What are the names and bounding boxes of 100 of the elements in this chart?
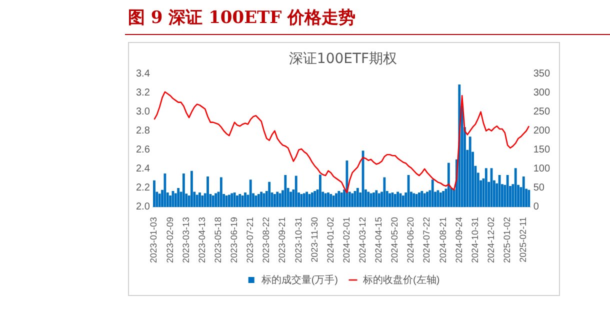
y2-tick-label: 250 (533, 106, 550, 118)
bar (420, 190, 424, 207)
y-tick-label: 3.0 (136, 106, 150, 118)
bar (196, 194, 198, 207)
bar (332, 196, 335, 207)
x-tick-label: 2024-05-20 (390, 216, 400, 264)
x-tick-label: 2024-03-12 (358, 216, 368, 264)
bar (257, 194, 260, 207)
bar (522, 176, 525, 207)
x-tick-label: 2023-03-13 (180, 216, 191, 264)
bar (290, 192, 292, 207)
bar (249, 180, 252, 207)
x-tick-label: 2025-02-11 (518, 216, 528, 262)
y-tick-label: 2.6 (136, 144, 150, 156)
bar (177, 188, 180, 207)
x-tick-label: 2023-10-31 (293, 216, 304, 264)
y2-tick-label: 300 (533, 88, 550, 99)
bar (388, 193, 391, 207)
bar (415, 194, 418, 207)
x-tick-label: 2024-10-31 (470, 216, 480, 264)
bar (402, 196, 404, 207)
bar (230, 193, 234, 207)
bar (396, 192, 400, 207)
bar (335, 193, 338, 207)
bar (294, 176, 298, 207)
x-tick-label: 2023-08-22 (261, 216, 272, 264)
bar (314, 190, 316, 207)
bar (260, 192, 263, 207)
bar (214, 193, 218, 207)
x-tick-label: 2023-05-18 (212, 216, 223, 264)
y2-tick-label: 50 (533, 182, 545, 194)
x-tick-label: 2024-07-22 (422, 216, 432, 264)
bar (338, 190, 340, 207)
bar (198, 192, 201, 207)
bar (206, 176, 209, 207)
chart-subtitle: 深证100ETF期权 (288, 51, 398, 68)
bar (378, 193, 380, 207)
bar (306, 192, 308, 207)
bar (351, 193, 354, 207)
bar (506, 175, 509, 207)
bar (514, 168, 517, 207)
bar (439, 192, 442, 207)
bar (310, 192, 314, 207)
bar (330, 194, 332, 207)
y-tick-label: 2.2 (136, 182, 150, 194)
bar (426, 192, 428, 207)
y-tick-label: 2.8 (136, 126, 150, 137)
bar (484, 168, 488, 207)
y2-tick-label: 0 (533, 202, 540, 213)
bar (412, 193, 416, 207)
x-tick-label: 2024-01-02 (325, 216, 336, 264)
bar (238, 194, 242, 207)
bar (431, 180, 434, 207)
bar (383, 177, 386, 207)
bar (447, 162, 450, 207)
bar (236, 196, 238, 207)
x-tick-label: 2024-04-15 (374, 216, 384, 264)
y-tick-label: 2.0 (136, 202, 150, 213)
y2-tick-label: 200 (533, 126, 550, 137)
y-tick-label: 3.2 (136, 88, 150, 99)
x-tick-label: 2024-09-24 (454, 216, 464, 264)
bar (190, 170, 193, 207)
bar (418, 192, 420, 207)
bar (164, 173, 166, 207)
bar (153, 180, 156, 207)
x-tick-label: 2023-07-21 (245, 216, 256, 264)
bar (442, 190, 445, 207)
x-tick-label: 2024-06-20 (406, 216, 416, 264)
legend-label: 标的收盘价(左轴) (362, 274, 440, 286)
legend-label: 标的成交量(万手) (260, 274, 338, 286)
bar (284, 175, 287, 207)
chart-title: 图 9 深证 100ETF 价格走势 (128, 7, 356, 29)
bar (212, 196, 214, 207)
x-tick-label: 2023-02-09 (164, 216, 175, 264)
x-tick-label: 2023-04-13 (196, 216, 207, 264)
bar (370, 193, 372, 207)
bar (276, 192, 279, 207)
bar (318, 174, 322, 207)
bar (273, 194, 276, 207)
bar (158, 194, 161, 207)
bar (302, 193, 306, 207)
y2-tick-label: 350 (533, 68, 550, 80)
x-tick-label: 2024-02-01 (341, 216, 352, 264)
x-tick-label: 2023-06-19 (229, 216, 240, 264)
bar (241, 196, 244, 207)
bar (423, 193, 426, 207)
bar (220, 177, 222, 207)
y2-tick-label: 100 (533, 164, 550, 175)
bar (268, 182, 271, 207)
x-tick-label: 2024-08-21 (438, 216, 448, 264)
bar (356, 188, 359, 207)
x-tick-label: 2024-12-02 (486, 216, 496, 264)
x-tick-label: 2023-01-03 (148, 216, 159, 264)
y-tick-label: 3.4 (136, 68, 150, 80)
x-tick-label: 2023-11-30 (309, 216, 320, 262)
bar (340, 192, 343, 207)
bar (201, 196, 204, 207)
bar (468, 136, 472, 207)
y2-tick-label: 150 (533, 144, 550, 156)
bar (367, 192, 370, 207)
